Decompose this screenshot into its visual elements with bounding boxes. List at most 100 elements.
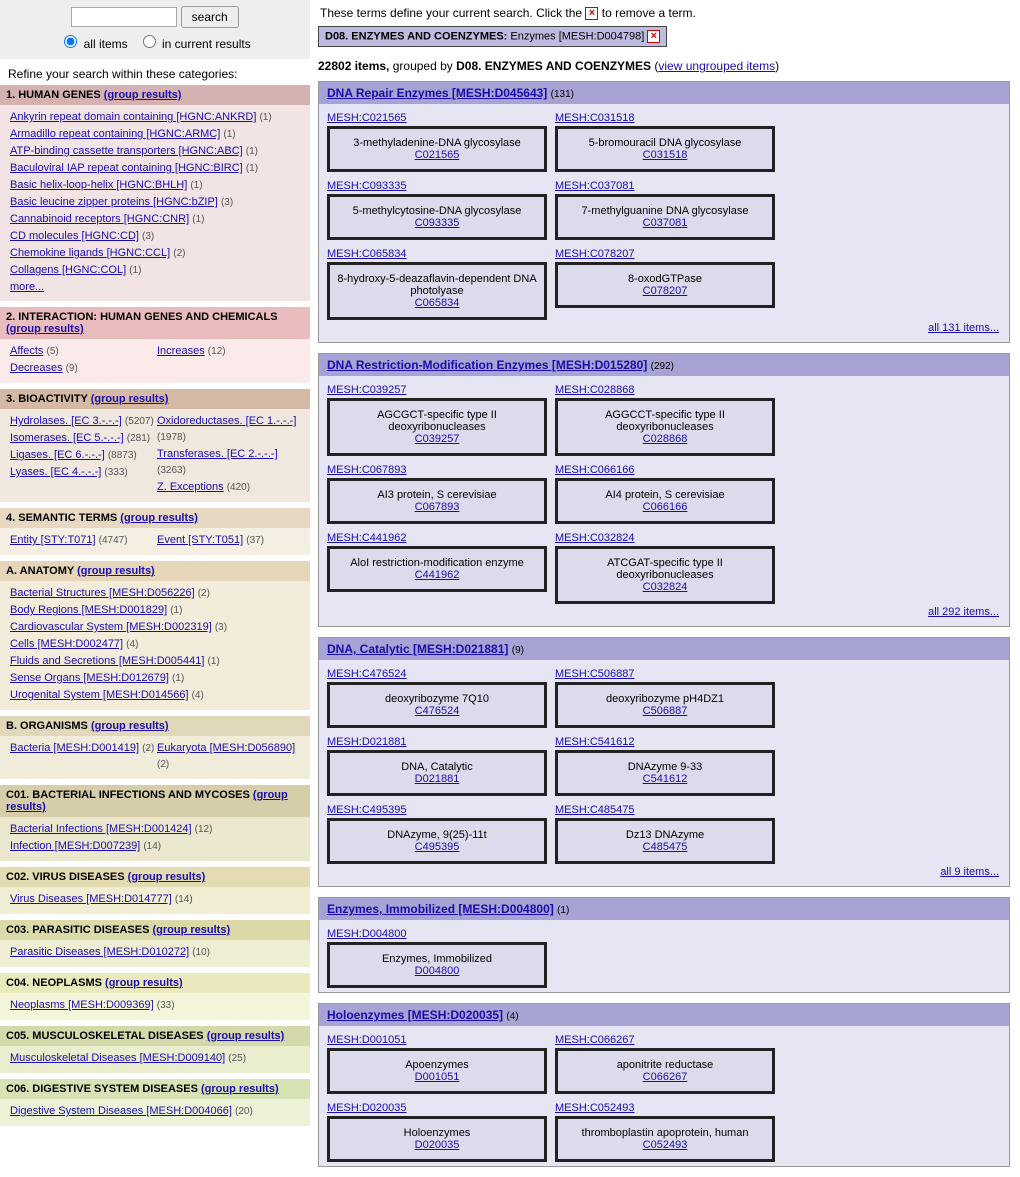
category-item-link[interactable]: Isomerases. [EC 5.-.-.-] <box>10 432 124 444</box>
card-id-link[interactable]: MESH:C031518 <box>555 112 635 124</box>
category-item-link[interactable]: Event [STY:T051] <box>157 534 243 546</box>
category-item-link[interactable]: Urogenital System [MESH:D014566] <box>10 689 189 701</box>
group-results-link[interactable]: (group results) <box>153 924 231 936</box>
see-all-link[interactable]: all 9 items... <box>940 866 999 878</box>
group-title-link[interactable]: Holoenzymes [MESH:D020035] <box>327 1008 503 1022</box>
card-id-link[interactable]: MESH:C078207 <box>555 248 635 260</box>
card-code-link[interactable]: D020035 <box>415 1139 460 1151</box>
group-results-link[interactable]: (group results) <box>105 977 183 989</box>
category-item-link[interactable]: Increases <box>157 345 205 357</box>
category-item-link[interactable]: Baculoviral IAP repeat containing [HGNC:… <box>10 162 243 174</box>
card-id-link[interactable]: MESH:C485475 <box>555 804 635 816</box>
category-item-link[interactable]: Virus Diseases [MESH:D014777] <box>10 893 172 905</box>
card-id-link[interactable]: MESH:C441962 <box>327 532 407 544</box>
card-code-link[interactable]: C506887 <box>643 705 688 717</box>
card-code-link[interactable]: C067893 <box>415 501 460 513</box>
card-code-link[interactable]: D004800 <box>415 965 460 977</box>
card-code-link[interactable]: C031518 <box>643 149 688 161</box>
category-item-link[interactable]: Ankyrin repeat domain containing [HGNC:A… <box>10 111 256 123</box>
card-id-link[interactable]: MESH:C028868 <box>555 384 635 396</box>
category-item-link[interactable]: Basic helix-loop-helix [HGNC:BHLH] <box>10 179 187 191</box>
category-item-link[interactable]: Affects <box>10 345 43 357</box>
group-title-link[interactable]: DNA, Catalytic [MESH:D021881] <box>327 642 508 656</box>
card-id-link[interactable]: MESH:C021565 <box>327 112 407 124</box>
card-code-link[interactable]: C028868 <box>643 433 688 445</box>
group-results-link[interactable]: (group results) <box>128 871 206 883</box>
card-code-link[interactable]: C039257 <box>415 433 460 445</box>
view-ungrouped-link[interactable]: view ungrouped items <box>658 59 775 73</box>
more-link[interactable]: more... <box>10 281 44 293</box>
group-results-link[interactable]: (group results) <box>207 1030 285 1042</box>
group-results-link[interactable]: (group results) <box>91 393 169 405</box>
group-title-link[interactable]: DNA Repair Enzymes [MESH:D045643] <box>327 86 547 100</box>
card-code-link[interactable]: C037081 <box>643 217 688 229</box>
category-item-link[interactable]: Sense Organs [MESH:D012679] <box>10 672 169 684</box>
remove-term-icon[interactable]: × <box>647 30 660 43</box>
category-item-link[interactable]: Hydrolases. [EC 3.-.-.-] <box>10 415 122 427</box>
group-title-link[interactable]: Enzymes, Immobilized [MESH:D004800] <box>327 902 554 916</box>
category-item-link[interactable]: Neoplasms [MESH:D009369] <box>10 999 154 1011</box>
category-item-link[interactable]: Eukaryota [MESH:D056890] <box>157 742 295 754</box>
card-code-link[interactable]: C032824 <box>643 581 688 593</box>
card-id-link[interactable]: MESH:C066166 <box>555 464 635 476</box>
category-item-link[interactable]: Bacterial Infections [MESH:D001424] <box>10 823 192 835</box>
card-code-link[interactable]: C021565 <box>415 149 460 161</box>
card-id-link[interactable]: MESH:D020035 <box>327 1102 407 1114</box>
category-item-link[interactable]: Chemokine ligands [HGNC:CCL] <box>10 247 170 259</box>
category-item-link[interactable]: Armadillo repeat containing [HGNC:ARMC] <box>10 128 220 140</box>
card-id-link[interactable]: MESH:C032824 <box>555 532 635 544</box>
card-code-link[interactable]: C476524 <box>415 705 460 717</box>
card-code-link[interactable]: C065834 <box>415 297 460 309</box>
category-item-link[interactable]: Bacterial Structures [MESH:D056226] <box>10 587 195 599</box>
card-id-link[interactable]: MESH:C066267 <box>555 1034 635 1046</box>
category-item-link[interactable]: Entity [STY:T071] <box>10 534 96 546</box>
card-code-link[interactable]: C441962 <box>415 569 460 581</box>
search-input[interactable] <box>71 7 177 27</box>
category-item-link[interactable]: Fluids and Secretions [MESH:D005441] <box>10 655 204 667</box>
category-item-link[interactable]: Body Regions [MESH:D001829] <box>10 604 167 616</box>
category-item-link[interactable]: Z. Exceptions <box>157 481 224 493</box>
card-id-link[interactable]: MESH:C067893 <box>327 464 407 476</box>
category-item-link[interactable]: Lyases. [EC 4.-.-.-] <box>10 466 101 478</box>
category-item-link[interactable]: Transferases. [EC 2.-.-.-] <box>157 448 278 460</box>
group-results-link[interactable]: (group results) <box>91 720 169 732</box>
card-code-link[interactable]: C078207 <box>643 285 688 297</box>
search-button[interactable]: search <box>181 6 239 28</box>
group-results-link[interactable]: (group results) <box>77 565 155 577</box>
group-results-link[interactable]: (group results) <box>201 1083 279 1095</box>
category-item-link[interactable]: Decreases <box>10 362 63 374</box>
card-id-link[interactable]: MESH:D001051 <box>327 1034 407 1046</box>
card-code-link[interactable]: C052493 <box>643 1139 688 1151</box>
category-item-link[interactable]: Musculoskeletal Diseases [MESH:D009140] <box>10 1052 225 1064</box>
card-id-link[interactable]: MESH:C052493 <box>555 1102 635 1114</box>
category-item-link[interactable]: Cells [MESH:D002477] <box>10 638 123 650</box>
card-code-link[interactable]: C485475 <box>643 841 688 853</box>
category-item-link[interactable]: Cannabinoid receptors [HGNC:CNR] <box>10 213 189 225</box>
category-item-link[interactable]: Collagens [HGNC:COL] <box>10 264 126 276</box>
group-results-link[interactable]: (group results) <box>6 789 288 813</box>
see-all-link[interactable]: all 131 items... <box>928 322 999 334</box>
card-code-link[interactable]: D021881 <box>415 773 460 785</box>
card-code-link[interactable]: C093335 <box>415 217 460 229</box>
card-id-link[interactable]: MESH:D021881 <box>327 736 407 748</box>
category-item-link[interactable]: Digestive System Diseases [MESH:D004066] <box>10 1105 232 1117</box>
category-item-link[interactable]: Ligases. [EC 6.-.-.-] <box>10 449 105 461</box>
card-code-link[interactable]: C066267 <box>643 1071 688 1083</box>
card-code-link[interactable]: D001051 <box>415 1071 460 1083</box>
card-code-link[interactable]: C495395 <box>415 841 460 853</box>
category-item-link[interactable]: Bacteria [MESH:D001419] <box>10 742 139 754</box>
card-id-link[interactable]: MESH:C065834 <box>327 248 407 260</box>
card-id-link[interactable]: MESH:C476524 <box>327 668 407 680</box>
group-results-link[interactable]: (group results) <box>6 323 84 335</box>
card-id-link[interactable]: MESH:C541612 <box>555 736 635 748</box>
category-item-link[interactable]: CD molecules [HGNC:CD] <box>10 230 139 242</box>
see-all-link[interactable]: all 292 items... <box>928 606 999 618</box>
card-id-link[interactable]: MESH:D004800 <box>327 928 407 940</box>
card-id-link[interactable]: MESH:C506887 <box>555 668 635 680</box>
group-title-link[interactable]: DNA Restriction-Modification Enzymes [ME… <box>327 358 647 372</box>
card-code-link[interactable]: C066166 <box>643 501 688 513</box>
card-id-link[interactable]: MESH:C039257 <box>327 384 407 396</box>
radio-all-items[interactable]: all items <box>59 37 131 51</box>
category-item-link[interactable]: Infection [MESH:D007239] <box>10 840 140 852</box>
card-code-link[interactable]: C541612 <box>643 773 688 785</box>
